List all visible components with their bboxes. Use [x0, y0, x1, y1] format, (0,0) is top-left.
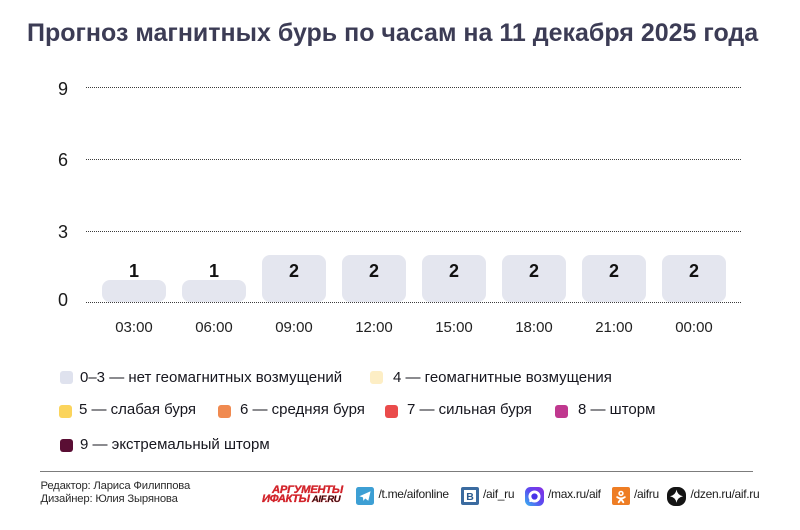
- svg-text:В: В: [466, 491, 474, 503]
